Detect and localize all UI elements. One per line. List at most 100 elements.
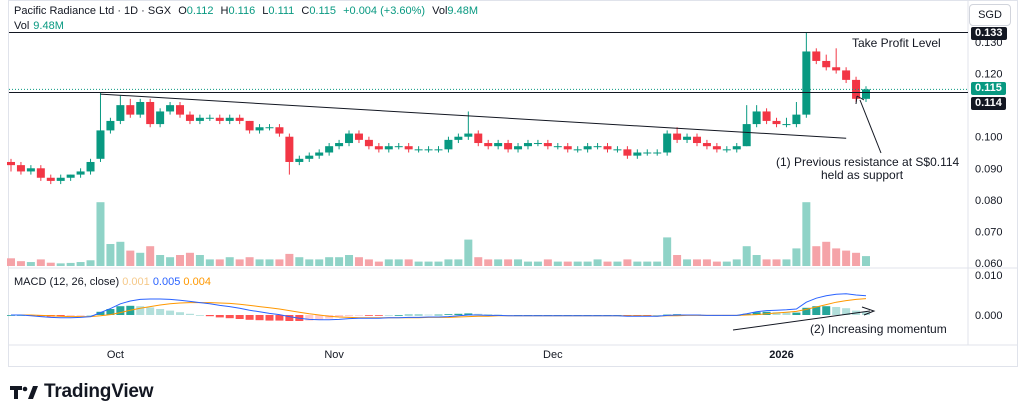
volume-bar (822, 241, 831, 266)
macd-histogram-bar (176, 312, 185, 315)
macd-histogram-bar (275, 315, 284, 321)
volume-header[interactable]: Vol 9.48M (14, 20, 64, 32)
macd-histogram-bar (364, 315, 373, 316)
symbol-name[interactable]: Pacific Radiance Ltd · 1D · SGX (14, 5, 172, 17)
volume-bar (842, 250, 851, 266)
candle-body (374, 146, 383, 150)
volume-bar (36, 259, 45, 266)
volume-bar (424, 261, 433, 266)
chart-canvas[interactable]: 0.130 0.120 0.100 0.090 0.080 0.070 0.0600.010… (0, 0, 1024, 370)
candle-body (136, 101, 145, 115)
macd-tick-label: 0.000 (975, 310, 1003, 322)
volume-bar (553, 261, 562, 266)
candle-body (235, 117, 244, 121)
support-annotation-line1: (1) Previous resistance at S$0.114 (776, 155, 960, 169)
take-profit-annotation: Take Profit Level (852, 36, 941, 50)
volume-bar (583, 261, 592, 266)
volume-bar (663, 237, 672, 266)
candle-body (822, 60, 831, 68)
tradingview-logo[interactable]: TradingView (10, 381, 154, 403)
candle-body (802, 51, 811, 115)
macd-histogram-bar (384, 315, 393, 316)
candle-body (692, 136, 701, 144)
currency-button[interactable]: SGD (969, 4, 1011, 26)
candle-body (245, 120, 254, 131)
candle-body (722, 149, 731, 151)
candle-body (782, 124, 791, 126)
candle-body (414, 149, 423, 151)
volume-bar (514, 259, 523, 266)
candle-body (106, 120, 115, 131)
volume-bar (56, 263, 65, 266)
macd-histogram-bar (404, 314, 413, 316)
macd-histogram-bar (315, 315, 324, 320)
macd-histogram-bar (245, 315, 254, 320)
candlesticks (7, 32, 870, 185)
volume-bar (205, 259, 214, 266)
volume-bar (195, 255, 204, 266)
candle-body (563, 146, 572, 150)
macd-histogram-bar (265, 315, 274, 321)
open-value: 0.112 (186, 5, 214, 17)
macd-hist-value: 0.001 (122, 276, 150, 288)
macd-histogram-bar (742, 313, 751, 315)
volume-bar (26, 262, 35, 266)
candle-body (364, 139, 373, 147)
macd-histogram-bar (76, 315, 85, 316)
volume-bar (7, 258, 15, 266)
candle-body (335, 143, 344, 147)
macd-histogram-bar (812, 306, 821, 315)
chart-frame[interactable] (8, 0, 1018, 367)
volume-bar (563, 261, 572, 266)
candle-body (742, 124, 751, 147)
candle-body (603, 146, 612, 150)
candle-body (494, 143, 503, 147)
candle-body (504, 143, 513, 150)
candle-body (593, 146, 602, 148)
candle-body (712, 146, 721, 150)
volume-bar (215, 259, 224, 266)
volume-bar (653, 261, 662, 266)
macd-header[interactable]: MACD (12, 26, close) 0.001 0.005 0.004 (14, 276, 211, 288)
volume-bar (494, 259, 503, 266)
volume-bar (862, 256, 870, 266)
macd-histogram-bar (792, 312, 801, 315)
macd-histogram-bar (205, 315, 214, 317)
price-label-high: 0.133 (971, 27, 1007, 40)
symbol-header: Pacific Radiance Ltd · 1D · SGX O0.112 H… (14, 5, 482, 17)
macd-histogram-bar (434, 314, 443, 316)
volume-bar (325, 257, 334, 266)
vol-label: Vol (432, 5, 448, 17)
volume-bar (533, 261, 542, 266)
price-label-current: 0.115 (971, 82, 1006, 95)
volume-bar (444, 259, 453, 266)
axis-labels: 0.130 0.120 0.100 0.090 0.080 0.070 0.0600.010… (107, 37, 1003, 361)
macd-histogram-bar (772, 312, 781, 315)
volume-bar (613, 261, 622, 266)
candle-body (762, 111, 771, 121)
price-tick-label: 0.080 (975, 195, 1003, 207)
volume-value: 9.48M (33, 20, 64, 32)
volume-bar (364, 259, 373, 266)
vol-value: 9.48M (447, 5, 478, 17)
volume-bar (722, 261, 731, 266)
candle-body (583, 146, 592, 150)
macd-histogram (7, 293, 870, 321)
candle-body (7, 161, 15, 166)
candle-body (772, 120, 781, 125)
candle-body (325, 146, 334, 153)
candle-body (543, 143, 552, 147)
high-value: 0.116 (228, 5, 256, 17)
candle-body (553, 146, 562, 148)
volume-bar (603, 261, 612, 266)
volume-bar (76, 262, 85, 266)
momentum-trendline (732, 310, 871, 331)
macd-histogram-bar (116, 306, 125, 315)
candle-body (862, 89, 870, 99)
macd-histogram-bar (374, 315, 383, 316)
grid-layer (9, 0, 1017, 346)
macd-histogram-bar (225, 315, 234, 319)
volume-bar (394, 259, 403, 266)
volume-bar (742, 246, 751, 266)
candle-body (156, 111, 165, 125)
